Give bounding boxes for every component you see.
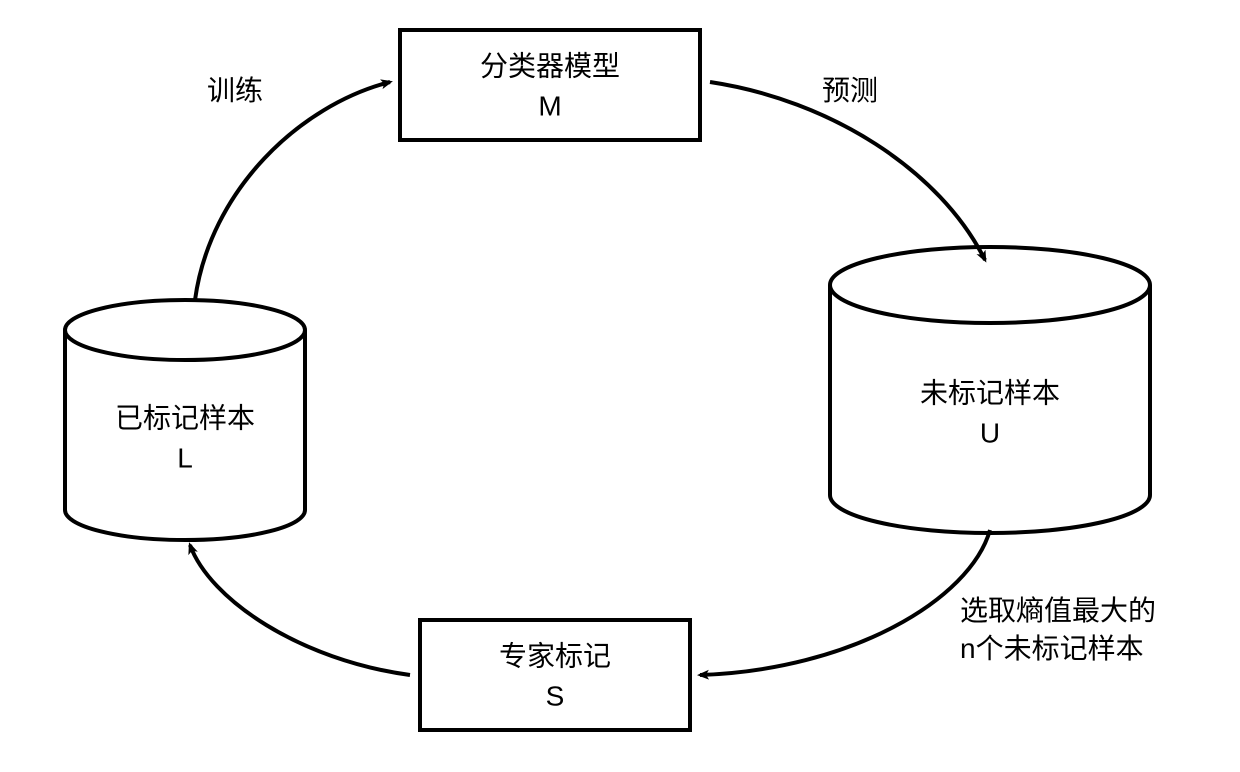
node-expert-annotation: 专家标记 S bbox=[420, 620, 690, 730]
active-learning-diagram: 分类器模型 M 已标记样本 L 未标记样本 U 专家标记 S 训练 预测 选取熵… bbox=[0, 0, 1240, 772]
node-unlabeled-samples: 未标记样本 U bbox=[830, 247, 1150, 533]
edge-select: 选取熵值最大的 n个未标记样本 bbox=[700, 530, 1156, 675]
edge-train-label: 训练 bbox=[207, 75, 263, 106]
node-labeled-samples: 已标记样本 L bbox=[65, 300, 305, 540]
edge-select-label-line2: n个未标记样本 bbox=[960, 633, 1144, 664]
unlabeled-label-line2: U bbox=[980, 417, 1000, 448]
edge-predict-label: 预测 bbox=[822, 75, 878, 106]
node-classifier-model: 分类器模型 M bbox=[400, 30, 700, 140]
edge-annotate bbox=[190, 545, 410, 675]
classifier-label-line2: M bbox=[538, 90, 561, 121]
edge-predict: 预测 bbox=[710, 75, 985, 260]
labeled-label-line1: 已标记样本 bbox=[115, 402, 255, 433]
edge-select-label-line1: 选取熵值最大的 bbox=[960, 595, 1156, 626]
expert-label-line2: S bbox=[546, 680, 565, 711]
expert-label-line1: 专家标记 bbox=[499, 640, 611, 671]
classifier-label-line1: 分类器模型 bbox=[480, 50, 620, 81]
edge-train: 训练 bbox=[195, 75, 390, 300]
labeled-label-line2: L bbox=[177, 442, 193, 473]
unlabeled-label-line1: 未标记样本 bbox=[920, 377, 1060, 408]
